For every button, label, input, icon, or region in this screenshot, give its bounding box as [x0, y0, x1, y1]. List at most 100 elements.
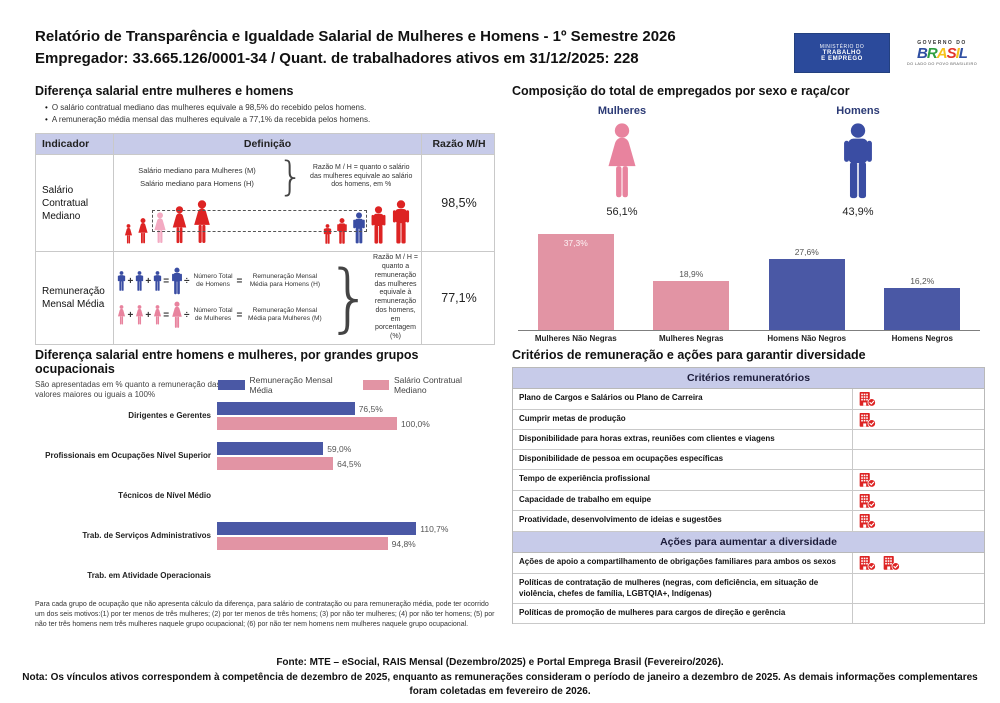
brasil-letter: L — [958, 45, 968, 62]
section-title: Diferença salarial entre homens e mulher… — [35, 348, 419, 376]
row-bars: 110,7% 94,8% — [217, 521, 497, 552]
male-icon — [763, 123, 953, 204]
pictogram-label: Homens — [836, 105, 880, 117]
definition-cell: Salário mediano para Mulheres (M) Salári… — [114, 155, 422, 251]
criteria-row: Disponibilidade para horas extras, reuni… — [513, 430, 984, 451]
legend-label: Salário Contratual Mediano — [394, 375, 463, 395]
bar-column: 16,2% Homens Negros — [864, 228, 980, 343]
bar-category-label: Mulheres Negras — [659, 334, 724, 343]
bar-value-label: 76,5% — [358, 403, 383, 414]
criteria-marks — [852, 389, 984, 409]
criteria-label: Disponibilidade para horas extras, reuni… — [519, 434, 775, 444]
section-salary-difference: Diferença salarial entre mulheres e home… — [35, 84, 495, 124]
row-category-label: Profissionais em Ocupações Nível Superio… — [45, 451, 211, 461]
male-icon — [135, 271, 144, 291]
pictogram-value: 43,9% — [842, 206, 874, 218]
female-icon — [137, 218, 149, 244]
brasil-letter: S — [946, 45, 957, 62]
chart-row: Técnicos de Nível Médio — [35, 476, 497, 516]
ratio-value: 77,1% — [441, 291, 477, 305]
bar — [217, 522, 417, 535]
bar-value-label: 27,6% — [794, 246, 819, 257]
equation-women: + + = ÷ Número Total de Mulheres = Remuneração… — [117, 301, 326, 329]
definition-formula: Salário mediano para Mulheres (M) Salári… — [118, 154, 417, 200]
building-check-icon — [859, 391, 876, 407]
bar-value-label: 16,2% — [910, 276, 935, 287]
ministry-logo: MINISTÉRIO DO TRABALHO E EMPREGO — [794, 33, 890, 73]
ratio-note: Razão M / H = quanto o salário das mulhe… — [310, 163, 413, 189]
indicator-label: Remuneração Mensal Média — [36, 252, 114, 344]
criteria-label: Tempo de experiência profissional — [519, 473, 650, 483]
brace-glyph: } — [278, 154, 304, 200]
bar-3 — [768, 258, 845, 330]
bar-area: 18,9% — [633, 228, 749, 331]
criteria-row: Cumprir metas de produção — [513, 409, 984, 431]
bar-value-label: 59,0% — [327, 443, 352, 454]
median-men-label: Salário mediano para Homens (H) — [140, 179, 254, 188]
operator-=: = — [236, 275, 243, 287]
ministry-line-1: MINISTÉRIO DO — [819, 44, 865, 50]
criteria-table: Critérios remuneratórios Plano de Cargos … — [512, 367, 985, 625]
criteria-row: Plano de Cargos e Salários ou Plano de C… — [513, 389, 984, 410]
gov-top-text: GOVERNO DO — [917, 40, 967, 46]
male-icon — [370, 206, 387, 244]
header-definicao: Definição — [114, 134, 422, 154]
criteria-label: Políticas de promoção de mulheres para c… — [519, 608, 786, 618]
bar-column: 27,6% Homens Não Negros — [749, 228, 865, 343]
note-line: Nota: Os vínculos ativos correspondem à … — [22, 671, 978, 698]
operator-=: = — [236, 309, 243, 321]
operator-÷: ÷ — [184, 309, 190, 321]
operator-+: + — [127, 275, 134, 287]
male-icon — [391, 200, 411, 244]
bar-line: 59,0% — [217, 442, 497, 456]
chart-footnote: Para cada grupo de ocupação que não apre… — [35, 601, 495, 628]
criteria-marks — [852, 430, 984, 450]
bar-line: 110,7% — [217, 522, 497, 536]
pictogram-women: Mulheres 56,1% — [527, 105, 717, 218]
row-bars: 76,5% 100,0% — [217, 401, 497, 432]
criteria-marks — [852, 409, 984, 430]
chart-row: Trab. em Atividade Operacionais — [35, 556, 497, 596]
row-category-label: Trab. de Serviços Administrativos — [82, 531, 211, 541]
criteria-marks — [852, 490, 984, 511]
row-bars: 59,0% 64,5% — [217, 441, 497, 472]
chart-row: Profissionais em Ocupações Nível Superio… — [35, 436, 497, 476]
bar-value-label: 110,7% — [420, 523, 449, 534]
bar-value-label: 94,8% — [391, 538, 416, 549]
bar-line: 94,8% — [217, 537, 497, 551]
indicator-table: Indicador Definição Razão M/H Salário Co… — [35, 133, 495, 345]
criteria-label: Plano de Cargos e Salários ou Plano de C… — [519, 393, 703, 402]
indicator-label: Salário Contratual Mediano — [36, 155, 114, 251]
bar-line: 76,5% — [217, 402, 497, 416]
bar-value-label: 64,5% — [337, 458, 362, 469]
bar-area: 37,3% — [518, 228, 634, 331]
criteria-marks — [852, 511, 984, 532]
brasil-letter: A — [936, 45, 948, 62]
criteria-label: Disponibilidade de pessoa em ocupações e… — [519, 454, 724, 464]
brasil-letter: I — [955, 45, 960, 62]
operator-=: = — [163, 275, 170, 287]
bar — [217, 417, 397, 430]
bar-2 — [653, 281, 730, 330]
female-icon — [171, 301, 183, 329]
criteria-marks — [852, 553, 984, 573]
female-figure — [605, 123, 639, 199]
chart-row: Dirigentes e Gerentes 76,5% 100,0% — [35, 396, 497, 436]
brace-glyph: } — [325, 254, 373, 341]
table-row-remuneracao-media: Remuneração Mensal Média + + = ÷ Número Tota… — [36, 252, 494, 345]
gov-slogan: DO LADO DO POVO BRASILEIRO — [906, 62, 978, 66]
operator-÷: ÷ — [184, 275, 190, 287]
criteria-label: Capacidade de trabalho em equipe — [519, 494, 652, 504]
criteria-row: Tempo de experiência profissional — [513, 469, 984, 491]
chart-row: Trab. de Serviços Administrativos 110,7% 9… — [35, 516, 497, 556]
section-title: Critérios de remuneração e ações para ga… — [512, 348, 866, 362]
operator-=: = — [163, 309, 170, 321]
operator-+: + — [145, 309, 152, 321]
divide-label: Número Total de Homens — [193, 273, 233, 288]
brasil-letter: R — [926, 45, 938, 62]
equations: + + = ÷ Número Total de Homens = Remuneração M… — [117, 267, 326, 329]
composition-bar-chart: 37,3% Mulheres Não Negras 18,9% Mulheres Ne… — [518, 228, 980, 343]
criteria-row: Disponibilidade de pessoa em ocupações e… — [513, 450, 984, 470]
bar-line: 64,5% — [217, 457, 497, 471]
bar-category-label: Homens Não Negros — [767, 334, 847, 343]
